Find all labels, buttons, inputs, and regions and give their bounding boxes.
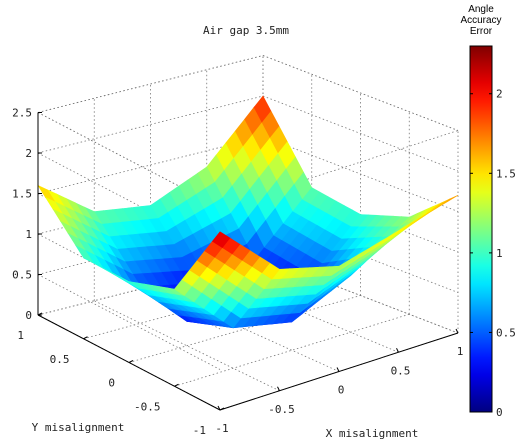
z-tick-label: 1.5: [12, 188, 32, 201]
colorbar-gradient: [469, 45, 493, 413]
y-tick: [174, 383, 179, 387]
y-tick: [128, 360, 134, 363]
grid-line: [262, 136, 459, 212]
y-axis-label: Y misalignment: [32, 421, 125, 434]
colorbar-title-line-1: Angle: [468, 4, 494, 15]
colorbar: Angle Accuracy Error 0 0.5 1 1.5 2: [460, 4, 515, 419]
x-tick-label: 1: [457, 345, 464, 358]
colorbar-title-line-3: Error: [470, 26, 493, 37]
surface: [37, 95, 459, 329]
y-tick: [83, 336, 88, 340]
z-tick-label: 0.5: [12, 269, 32, 282]
surface-patch: [211, 231, 231, 248]
x-tick: [455, 328, 459, 334]
x-tick: [217, 405, 221, 411]
y-tick: [37, 312, 43, 316]
x-tick-label: -1: [215, 422, 228, 435]
colorbar-tick-label: 1.5: [496, 167, 516, 180]
grid-line: [262, 257, 459, 334]
x-tick: [396, 348, 399, 353]
colorbar-tick-label: 0: [496, 406, 503, 419]
x-axis-label: X misalignment: [326, 427, 419, 440]
box-edge: [219, 130, 459, 208]
grid-line: [174, 313, 410, 387]
x-tick: [277, 386, 280, 391]
y-tick-label: 0.5: [50, 353, 70, 366]
y-tick-label: -0.5: [134, 400, 161, 413]
z-tick-label: 2.5: [12, 107, 32, 120]
grid-line: [262, 95, 459, 172]
x-tick-label: -0.5: [268, 403, 295, 416]
y-tick-label: 1: [17, 329, 24, 342]
x-tick-label: 0: [338, 384, 345, 397]
z-tick-label: 0: [25, 309, 32, 322]
colorbar-title-line-2: Accuracy: [460, 15, 501, 26]
grid-line: [128, 295, 361, 363]
axes: 0 0.5 1 1.5 2 2.5 -1 -0.5 0 0.5 1 -1 -0.5 0 0.5 1: [12, 107, 463, 438]
chart-title: Air gap 3.5mm: [203, 24, 289, 37]
colorbar-tick-label: 0.5: [496, 326, 516, 339]
box-edge: [37, 55, 264, 113]
x-tick-label: 0.5: [391, 364, 411, 377]
y-tick-label: 0: [108, 377, 115, 390]
y-tick-label: -1: [193, 424, 206, 437]
box-edge: [262, 55, 459, 131]
grid-line: [37, 95, 264, 154]
z-tick-label: 1: [25, 228, 32, 241]
z-tick-label: 2: [25, 147, 32, 160]
colorbar-tick-label: 1: [496, 247, 503, 260]
y-tick: [219, 407, 225, 411]
colorbar-tick-label: 2: [496, 88, 503, 101]
x-tick: [336, 367, 340, 372]
